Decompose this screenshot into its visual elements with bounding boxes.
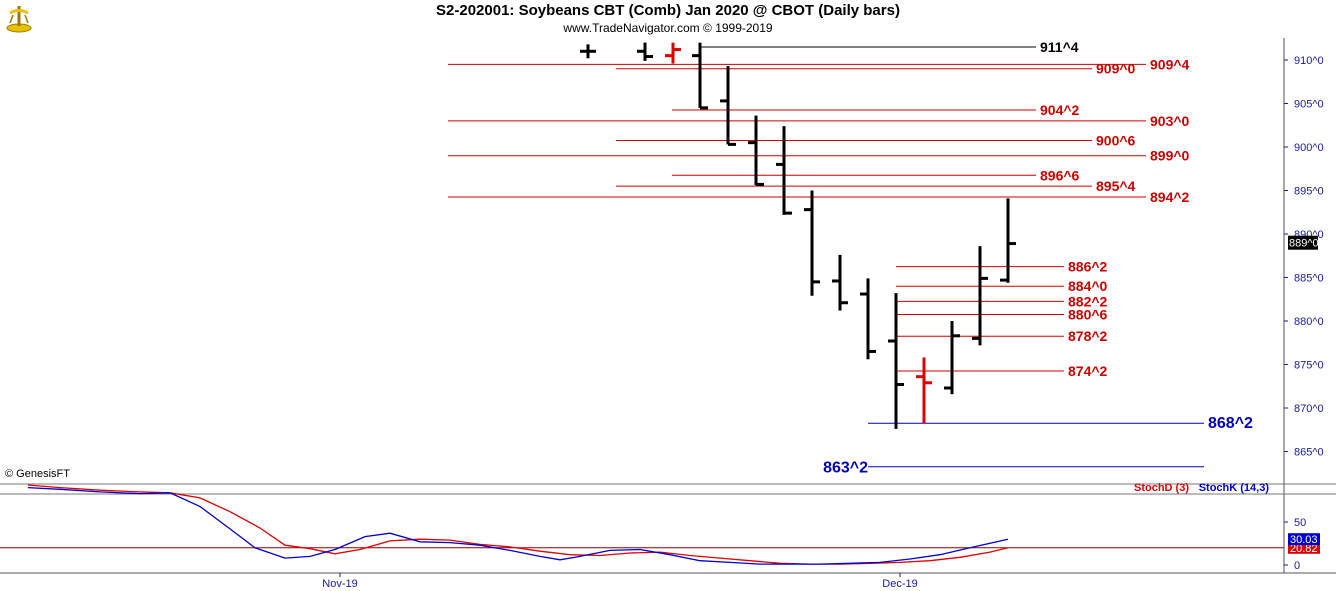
x-tick-label-1: Dec-19 — [882, 578, 917, 590]
level-label-13: 880^6 — [1068, 306, 1108, 322]
chart-subtitle: www.TradeNavigator.com © 1999-2019 — [563, 21, 773, 35]
last-price-box — [1288, 235, 1318, 250]
level-label-5: 900^6 — [1096, 132, 1136, 148]
y-tick-label-7: 875^0 — [1294, 360, 1324, 372]
chart-title: S2-202001: Soybeans CBT (Comb) Jan 2020 … — [436, 2, 900, 19]
stoch-last-label-0: 20.82 — [1290, 543, 1318, 555]
level-label-0: 911^4 — [1040, 39, 1079, 55]
ohlc-bar-9 — [860, 278, 876, 360]
ohlc-bar-3 — [692, 42, 708, 110]
ohlc-bar-0 — [580, 44, 596, 59]
level-label-12: 882^2 — [1068, 293, 1108, 309]
legend-stochd: StochD (3) — [1134, 482, 1189, 494]
level-label-10: 886^2 — [1068, 259, 1108, 275]
trade-navigator-logo — [4, 3, 34, 33]
level-label-9: 894^2 — [1150, 189, 1190, 205]
ohlc-bar-6 — [776, 126, 792, 215]
y-tick-label-2: 900^0 — [1294, 142, 1324, 154]
y-tick-label-6: 880^0 — [1294, 316, 1324, 328]
stochastic-panel: StochD (3) StochK (14,3) 50 0 Nov-19 Dec-19 20… — [0, 482, 1320, 590]
y-tick-label-3: 895^0 — [1294, 186, 1324, 198]
level-label-3: 904^2 — [1040, 102, 1080, 118]
level-label-15: 874^2 — [1068, 363, 1108, 379]
stoch-y-tick-label-0: 50 — [1294, 517, 1306, 529]
y-tick-label-8: 870^0 — [1294, 403, 1324, 415]
stoch-last-box-1 — [1288, 533, 1320, 546]
stoch-y-tick-label-1: 0 — [1294, 560, 1300, 572]
level-label-6: 899^0 — [1150, 148, 1190, 164]
copyright-text: © GenesisFT — [5, 468, 70, 480]
chart-frame — [0, 38, 1336, 574]
ohlc-bar-11 — [916, 357, 932, 424]
ohlc-bar-2 — [665, 42, 681, 64]
stoch-last-label-1: 30.03 — [1290, 534, 1318, 546]
price-bars — [580, 42, 1016, 429]
stoch-series-1 — [27, 486, 1009, 565]
level-label-14: 878^2 — [1068, 328, 1108, 344]
y-tick-label-1: 905^0 — [1294, 99, 1324, 111]
ohlc-bar-12 — [944, 321, 960, 395]
ohlc-bar-14 — [1000, 198, 1016, 283]
ohlc-bar-5 — [748, 115, 764, 186]
level-label-1: 909^4 — [1150, 56, 1190, 72]
level-label-17: 863^2 — [823, 460, 868, 477]
ohlc-bar-8 — [832, 254, 848, 311]
level-label-11: 884^0 — [1068, 278, 1108, 294]
level-label-8: 895^4 — [1096, 178, 1136, 194]
ohlc-bar-4 — [720, 66, 736, 146]
ohlc-bar-10 — [888, 293, 904, 429]
level-lines: 911^4 909^4 909^0 904^2 903^0 900^6 899^0 896^6… — [448, 39, 1253, 477]
ohlc-bar-13 — [972, 246, 988, 346]
y-tick-label-9: 865^0 — [1294, 447, 1324, 459]
y-tick-label-0: 910^0 — [1294, 55, 1324, 67]
ohlc-bar-1 — [637, 42, 653, 61]
ohlc-bar-7 — [804, 190, 820, 296]
x-tick-label-0: Nov-19 — [322, 578, 357, 590]
legend-stochk: StochK (14,3) — [1199, 482, 1270, 494]
last-price-label: 889^0 — [1289, 238, 1319, 250]
price-axis: 910^0905^0900^0895^0890^0885^0880^0875^0… — [1284, 55, 1324, 459]
level-label-7: 896^6 — [1040, 167, 1080, 183]
level-label-16: 868^2 — [1208, 415, 1253, 432]
level-label-4: 903^0 — [1150, 113, 1190, 129]
level-label-2: 909^0 — [1096, 61, 1136, 77]
y-tick-label-5: 885^0 — [1294, 273, 1324, 285]
